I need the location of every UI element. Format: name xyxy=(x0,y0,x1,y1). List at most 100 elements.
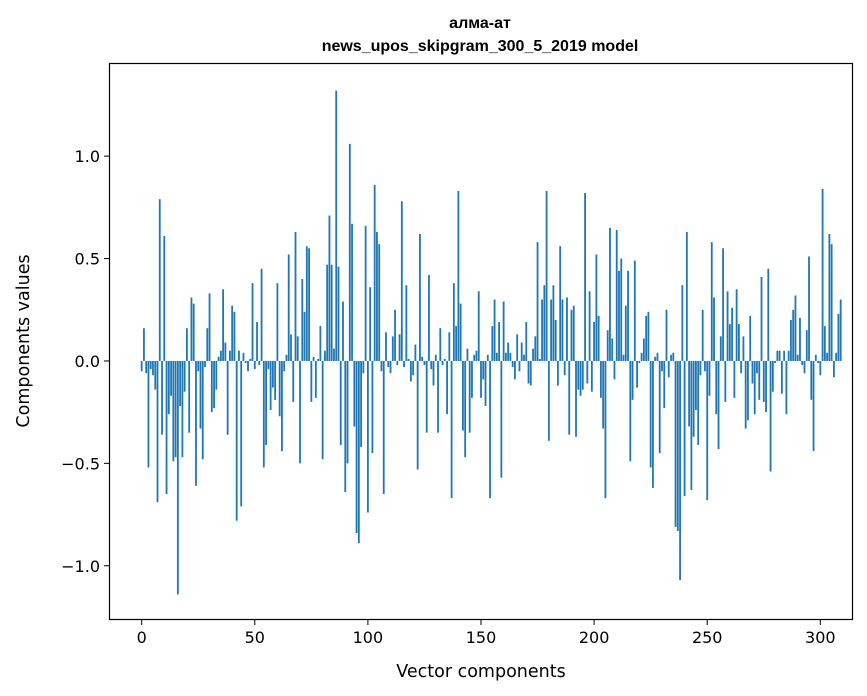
bar-14 xyxy=(172,360,175,462)
bar-309 xyxy=(839,299,842,361)
bar-173 xyxy=(532,348,534,361)
bar-11 xyxy=(165,360,168,495)
bar-189 xyxy=(568,360,571,435)
bar-89 xyxy=(342,301,344,361)
bar-6 xyxy=(154,360,157,390)
bar-171 xyxy=(527,360,530,384)
bar-133 xyxy=(441,360,444,366)
x-tick-label: 200 xyxy=(579,628,610,647)
bar-114 xyxy=(398,334,401,361)
bar-134 xyxy=(443,358,446,361)
bar-60 xyxy=(276,283,279,361)
bar-188 xyxy=(566,297,568,361)
bar-30 xyxy=(208,293,211,361)
bar-223 xyxy=(645,315,648,361)
bar-168 xyxy=(520,342,523,361)
bar-99 xyxy=(364,225,367,361)
bar-300 xyxy=(819,360,822,376)
bar-53 xyxy=(260,268,263,361)
bar-172 xyxy=(529,360,532,386)
bar-258 xyxy=(724,360,727,402)
bar-54 xyxy=(262,360,265,468)
bar-9 xyxy=(161,360,163,435)
bar-302 xyxy=(823,326,826,361)
plot-area-frame xyxy=(108,62,854,621)
bar-28 xyxy=(204,360,206,368)
bar-220 xyxy=(638,360,641,364)
bar-17 xyxy=(179,360,182,407)
bar-214 xyxy=(624,305,627,361)
bar-130 xyxy=(434,354,437,361)
bar-113 xyxy=(396,360,399,366)
bar-98 xyxy=(362,360,365,374)
bar-180 xyxy=(547,360,550,441)
bar-167 xyxy=(518,360,521,372)
bar-277 xyxy=(767,268,770,361)
bar-71 xyxy=(301,279,304,361)
bar-291 xyxy=(799,317,801,361)
bar-303 xyxy=(826,352,829,361)
bar-87 xyxy=(337,266,340,361)
bar-161 xyxy=(504,352,507,361)
bar-242 xyxy=(688,360,691,427)
bar-177 xyxy=(541,299,543,361)
bar-65 xyxy=(287,254,290,361)
bar-184 xyxy=(557,360,559,386)
x-tick-label: 250 xyxy=(692,628,723,647)
bar-72 xyxy=(303,311,306,361)
bar-13 xyxy=(170,360,172,396)
bar-55 xyxy=(265,360,267,445)
bar-240 xyxy=(683,360,686,497)
bar-254 xyxy=(715,360,718,415)
bar-155 xyxy=(491,326,494,361)
bar-74 xyxy=(308,248,310,361)
bar-253 xyxy=(713,297,715,361)
bar-136 xyxy=(448,332,451,361)
bar-117 xyxy=(405,285,408,361)
bar-166 xyxy=(516,334,519,361)
bar-46 xyxy=(244,360,247,364)
bar-77 xyxy=(314,360,317,398)
bar-128 xyxy=(430,360,433,370)
bar-148 xyxy=(475,350,478,361)
bar-127 xyxy=(428,274,430,361)
bar-289 xyxy=(794,295,797,361)
bar-16 xyxy=(176,360,179,595)
bar-118 xyxy=(407,358,410,361)
bar-75 xyxy=(310,360,313,402)
bar-12 xyxy=(167,360,170,415)
bar-274 xyxy=(760,276,763,361)
x-axis-ticks: 0 50 100 150 200 250 300 xyxy=(137,619,836,647)
bar-1 xyxy=(143,328,145,361)
bar-216 xyxy=(629,360,632,462)
bar-21 xyxy=(188,360,191,433)
bar-200 xyxy=(593,322,596,361)
bar-36 xyxy=(222,289,225,361)
bar-181 xyxy=(550,299,553,361)
bar-294 xyxy=(805,330,808,361)
bar-179 xyxy=(545,190,548,361)
bar-296 xyxy=(810,360,813,400)
bar-234 xyxy=(670,354,672,361)
bar-85 xyxy=(333,348,335,361)
bar-34 xyxy=(217,356,220,361)
bar-196 xyxy=(584,193,586,361)
bar-187 xyxy=(563,360,566,376)
bar-0 xyxy=(140,360,143,372)
bar-38 xyxy=(226,360,229,435)
bar-66 xyxy=(290,334,292,361)
bar-262 xyxy=(733,360,736,398)
bar-244 xyxy=(692,360,695,437)
bar-191 xyxy=(572,305,575,361)
chart-subtitle: news_upos_skipgram_300_5_2019 model xyxy=(322,38,639,55)
bar-51 xyxy=(256,322,258,361)
bar-247 xyxy=(699,360,702,376)
bar-122 xyxy=(416,360,419,470)
bar-158 xyxy=(498,322,500,361)
y-tick-label: −1.0 xyxy=(61,557,100,576)
x-tick-label: 50 xyxy=(245,628,265,647)
bar-110 xyxy=(389,360,392,374)
bar-199 xyxy=(590,360,593,392)
bar-22 xyxy=(190,297,193,361)
bar-56 xyxy=(267,360,270,370)
